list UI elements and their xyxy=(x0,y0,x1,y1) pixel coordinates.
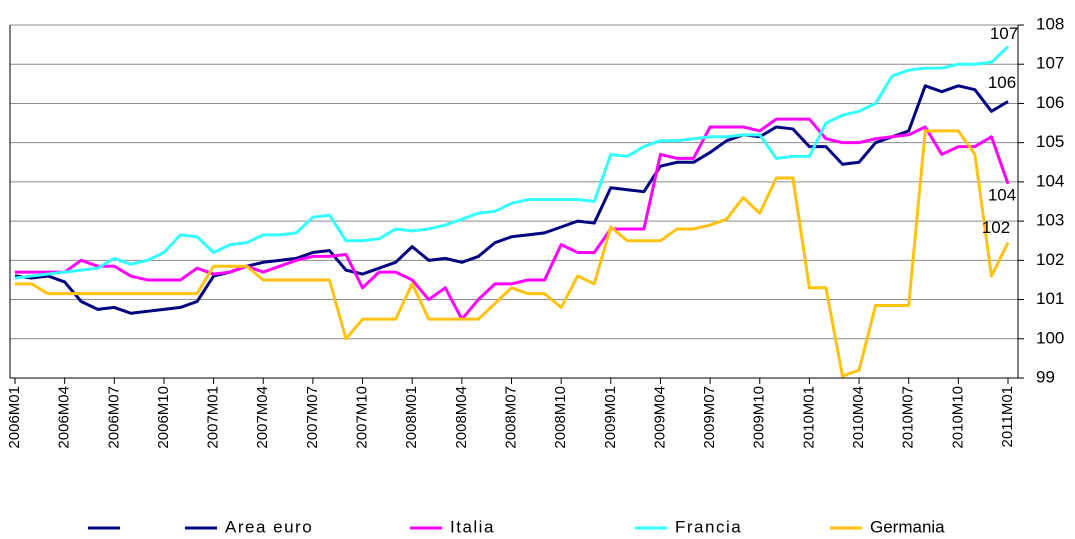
x-tick-label: 2009M07 xyxy=(701,386,718,449)
series-line xyxy=(14,45,1010,280)
x-tick-label: 2009M04 xyxy=(651,386,668,449)
y-tick-label: 103 xyxy=(1036,211,1064,230)
end-label: 107 xyxy=(990,24,1018,43)
x-tick-label: 2010M01 xyxy=(800,386,817,449)
x-tick-label: 2008M04 xyxy=(453,386,470,449)
y-tick-label: 107 xyxy=(1036,54,1064,73)
x-tick-label: 2006M01 xyxy=(6,386,23,449)
x-tick-label: 2008M01 xyxy=(403,386,420,449)
x-tick-label: 2007M07 xyxy=(304,386,321,449)
series-line xyxy=(14,84,1009,315)
x-tick-label: 2008M10 xyxy=(552,386,569,449)
series-line xyxy=(15,117,1010,321)
x-tick-label: 2006M07 xyxy=(105,386,122,449)
y-tick-label: 101 xyxy=(1036,289,1064,308)
x-tick-label: 2010M10 xyxy=(949,386,966,449)
legend-label: Italia xyxy=(450,517,495,536)
legend-label: Area euro xyxy=(225,517,313,536)
y-tick-label: 104 xyxy=(1036,171,1064,190)
x-tick-label: 2006M10 xyxy=(155,386,172,449)
y-tick-label: 102 xyxy=(1036,250,1064,269)
x-tick-label: 2007M01 xyxy=(205,386,222,449)
x-tick-label: 2007M10 xyxy=(354,386,371,449)
legend-label: Germania xyxy=(870,517,945,536)
x-tick-label: 2009M10 xyxy=(751,386,768,449)
x-tick-label: 2007M04 xyxy=(254,386,271,449)
y-tick-label: 108 xyxy=(1036,14,1064,33)
x-tick-label: 2010M07 xyxy=(900,386,917,449)
x-tick-label: 2009M01 xyxy=(602,386,619,449)
y-tick-label: 105 xyxy=(1036,132,1064,151)
end-label: 106 xyxy=(988,73,1016,92)
legend-label: Francia xyxy=(675,517,742,536)
x-tick-label: 2010M04 xyxy=(850,386,867,449)
series-line xyxy=(15,129,1010,378)
x-tick-label: 2008M07 xyxy=(502,386,519,449)
x-tick-label: 2011M01 xyxy=(999,386,1016,447)
y-tick-label: 99 xyxy=(1036,367,1055,386)
end-label: 104 xyxy=(988,185,1016,204)
end-label: 102 xyxy=(982,218,1010,237)
y-tick-label: 106 xyxy=(1036,93,1064,112)
y-tick-label: 100 xyxy=(1036,328,1064,347)
x-tick-label: 2006M04 xyxy=(56,386,73,449)
